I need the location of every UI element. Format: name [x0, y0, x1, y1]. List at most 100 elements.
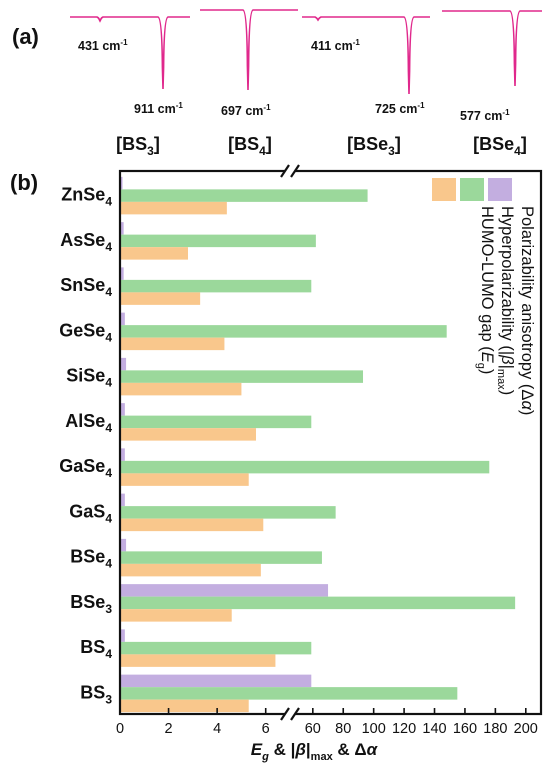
panel-a-label: (a)	[12, 24, 39, 49]
category-label-GaSe4: GaSe4	[59, 456, 112, 480]
spectrum-line	[70, 16, 190, 90]
peak-label: 697 cm-1	[221, 103, 271, 118]
bar-group-GaS4: GaS4	[69, 493, 336, 532]
bar-group-BS3: BS3	[80, 674, 458, 713]
bar-group-AlSe4: AlSe4	[65, 403, 312, 441]
bar-gap-AlSe4	[120, 428, 256, 441]
spectrum-2: 697 cm-1 [BS4]	[200, 9, 298, 158]
legend-text-3: HUMO-LUMO gap (Eg)	[475, 206, 496, 374]
bar-group-BS4: BS4	[80, 629, 312, 667]
bar-hyperpolarizability-GaSe4	[120, 460, 490, 474]
peak-label: 431 cm-1	[78, 38, 128, 53]
bar-anisotropy-BSe3	[120, 584, 329, 597]
bar-anisotropy-GeSe4	[120, 312, 125, 326]
bar-group-BSe4: BSe4	[70, 538, 322, 577]
category-label-ZnSe4: ZnSe4	[61, 185, 112, 209]
panel-a: (a) 431 cm-1 911 cm-1 [BS3] 697 cm-1 [BS4] 41…	[12, 9, 542, 158]
legend-swatch-gap	[432, 178, 456, 201]
bar-gap-SiSe4	[120, 382, 242, 396]
spectra-group: 431 cm-1 911 cm-1 [BS3] 697 cm-1 [BS4] 411 cm…	[70, 9, 542, 158]
bar-gap-BS3	[120, 699, 249, 713]
category-label-AsSe4: AsSe4	[60, 230, 112, 254]
x-tick-label: 6	[262, 721, 270, 737]
category-label-BS4: BS4	[80, 637, 112, 661]
cluster-name: [BS3]	[116, 134, 160, 158]
bar-group-BSe3: BSe3	[70, 584, 516, 622]
peak-label: 411 cm-1	[311, 38, 360, 53]
bar-gap-ZnSe4	[120, 201, 227, 215]
bar-group-GeSe4: GeSe4	[59, 312, 447, 351]
legend-text-1: Polarizability anisotropy (Δα)	[518, 206, 536, 415]
x-tick-label: 0	[116, 721, 124, 737]
panel-b-label: (b)	[10, 170, 38, 195]
x-tick-label: 80	[335, 721, 351, 737]
bar-gap-BSe3	[120, 609, 232, 622]
category-label-GaS4: GaS4	[69, 501, 112, 525]
bar-anisotropy-GaSe4	[120, 448, 125, 461]
category-label-SnSe4: SnSe4	[60, 275, 112, 299]
category-label-GeSe4: GeSe4	[59, 320, 112, 344]
bar-anisotropy-SnSe4	[120, 267, 124, 280]
bar-anisotropy-BSe4	[120, 538, 127, 552]
category-label-BSe3: BSe3	[70, 592, 112, 616]
legend-swatch-hyperpolarizability	[460, 178, 484, 201]
bar-gap-AsSe4	[120, 247, 188, 260]
bar-anisotropy-GaS4	[120, 493, 125, 507]
bar-gap-GaS4	[120, 518, 264, 532]
bar-hyperpolarizability-SiSe4	[120, 370, 364, 383]
bar-hyperpolarizability-AlSe4	[120, 415, 312, 429]
bars: ZnSe4 AsSe4 SnSe4 GeSe4 SiSe4 AlSe4 GaSe4 GaS4 B…	[59, 176, 516, 713]
category-label-SiSe4: SiSe4	[66, 366, 112, 390]
bar-gap-SnSe4	[120, 292, 201, 305]
bar-anisotropy-AlSe4	[120, 403, 125, 416]
x-axis-label: Eg & |β|max & Δα	[251, 740, 379, 763]
axis-break-top	[280, 164, 300, 178]
plot-frame	[118, 169, 543, 716]
spectrum-line	[200, 9, 298, 91]
x-tick-label: 2	[165, 721, 173, 737]
bar-gap-BSe4	[120, 563, 261, 577]
x-tick-label: 160	[453, 721, 477, 737]
bar-gap-GaSe4	[120, 473, 249, 486]
x-tick-label: 100	[362, 721, 386, 737]
bar-hyperpolarizability-BS4	[120, 641, 312, 655]
x-tick-label: 200	[514, 721, 538, 737]
peak-label: 911 cm-1	[134, 101, 183, 116]
bar-anisotropy-BS4	[120, 629, 125, 642]
bar-hyperpolarizability-BSe4	[120, 551, 322, 564]
category-label-BS3: BS3	[80, 682, 112, 706]
bar-chart: ZnSe4 AsSe4 SnSe4 GeSe4 SiSe4 AlSe4 GaSe4 GaS4 B…	[59, 164, 543, 763]
category-label-BSe4: BSe4	[70, 547, 112, 571]
bar-group-SnSe4: SnSe4	[60, 267, 312, 305]
cluster-name: [BSe3]	[347, 134, 401, 158]
bar-hyperpolarizability-BS3	[120, 687, 458, 700]
cluster-name: [BSe4]	[473, 134, 527, 158]
bar-hyperpolarizability-ZnSe4	[120, 189, 368, 202]
bar-hyperpolarizability-GaS4	[120, 506, 336, 519]
legend: Polarizability anisotropy (Δα)Hyperpolar…	[432, 178, 536, 415]
spectrum-4: 577 cm-1 [BSe4]	[442, 10, 542, 158]
bar-group-AsSe4: AsSe4	[60, 222, 316, 260]
bar-group-GaSe4: GaSe4	[59, 448, 490, 486]
peak-label: 725 cm-1	[375, 101, 425, 116]
category-label-AlSe4: AlSe4	[65, 411, 112, 435]
legend-text-2: Hyperpolarizability (|β|max)	[495, 206, 516, 395]
bar-anisotropy-SiSe4	[120, 357, 127, 371]
spectrum-line	[442, 10, 542, 87]
axis-break-bottom	[280, 707, 300, 721]
peak-label: 577 cm-1	[460, 108, 510, 123]
bar-anisotropy-BS3	[120, 674, 312, 688]
spectrum-1: 431 cm-1 911 cm-1 [BS3]	[70, 16, 190, 158]
bar-hyperpolarizability-GeSe4	[120, 325, 447, 338]
x-tick-label: 60	[305, 721, 321, 737]
bar-hyperpolarizability-SnSe4	[120, 279, 312, 293]
x-tick-label: 4	[213, 721, 221, 737]
x-axis: 0 2 4 6 60 80 100 120 140 160 180 200	[116, 708, 538, 737]
bar-gap-GeSe4	[120, 337, 225, 351]
legend-swatch-anisotropy	[488, 178, 512, 201]
cluster-name: [BS4]	[228, 134, 272, 158]
bar-group-ZnSe4: ZnSe4	[61, 176, 368, 215]
bar-hyperpolarizability-AsSe4	[120, 234, 316, 248]
